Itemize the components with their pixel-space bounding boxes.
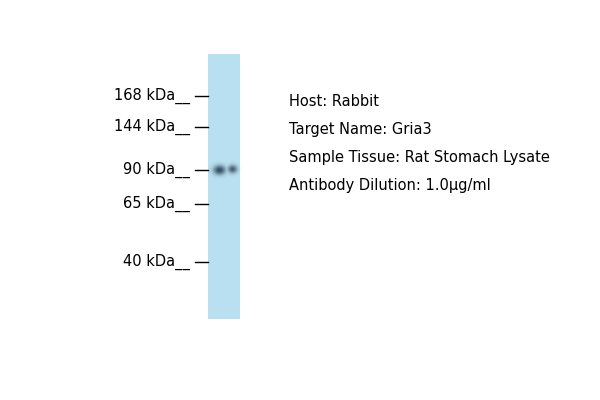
Text: 144 kDa__: 144 kDa__ [114, 118, 190, 135]
Text: 40 kDa__: 40 kDa__ [123, 254, 190, 270]
Text: 168 kDa__: 168 kDa__ [114, 88, 190, 104]
Text: Host: Rabbit: Host: Rabbit [289, 94, 379, 110]
Text: 90 kDa__: 90 kDa__ [123, 162, 190, 178]
Text: Antibody Dilution: 1.0µg/ml: Antibody Dilution: 1.0µg/ml [289, 178, 491, 192]
Bar [208, 54, 240, 319]
Text: 65 kDa__: 65 kDa__ [123, 196, 190, 212]
Text: Sample Tissue: Rat Stomach Lysate: Sample Tissue: Rat Stomach Lysate [289, 150, 550, 165]
Text: Target Name: Gria3: Target Name: Gria3 [289, 122, 431, 137]
